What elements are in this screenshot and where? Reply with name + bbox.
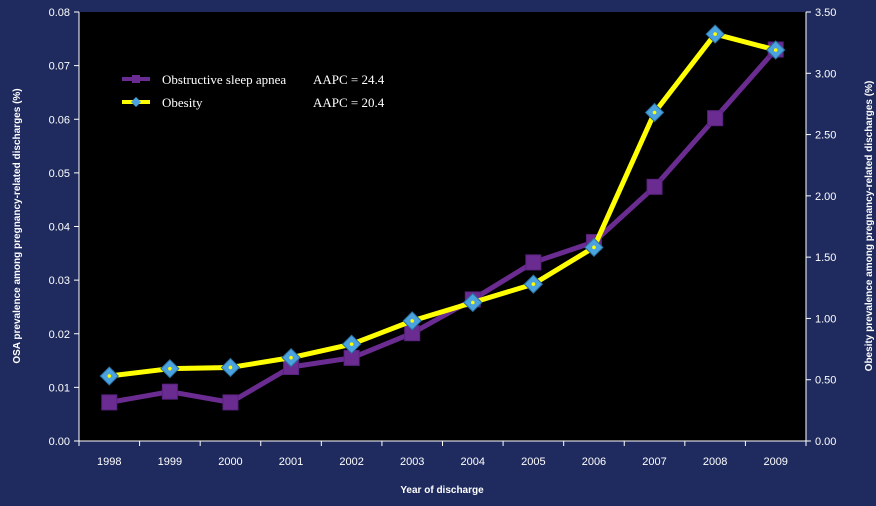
- data-point-center: [349, 342, 354, 346]
- data-point-center: [713, 32, 717, 36]
- y-right-tick-label: 0.50: [815, 375, 836, 387]
- data-point-center: [228, 365, 233, 370]
- series-layer: [99, 24, 786, 411]
- x-tick-label: 1999: [158, 456, 182, 468]
- x-tick-label: 2007: [642, 456, 666, 468]
- y-axis-right-title: Obesity prevalence among pregnancy-relat…: [864, 81, 875, 372]
- data-point: [525, 254, 542, 271]
- y-right-tick-label: 3.00: [815, 68, 836, 80]
- data-point: [101, 394, 118, 411]
- x-tick-label: 2001: [279, 456, 303, 468]
- data-point-center: [531, 282, 536, 286]
- data-point: [161, 383, 178, 400]
- legend-obesity-label: Obesity: [162, 95, 203, 110]
- y-left-tick-label: 0.08: [49, 7, 70, 19]
- data-point-center: [773, 48, 778, 52]
- x-tick-label: 2004: [461, 456, 485, 468]
- y-right-tick-label: 1.00: [815, 313, 836, 325]
- legend-obesity-aapc: AAPC = 20.4: [313, 95, 385, 110]
- legend-osa-marker: [132, 75, 140, 83]
- data-point-center: [168, 366, 172, 371]
- x-tick-label: 2006: [582, 456, 606, 468]
- y-left-tick-label: 0.03: [49, 275, 70, 287]
- y-left-tick-label: 0.00: [49, 436, 70, 448]
- legend-obesity-marker: [131, 97, 141, 107]
- y-right-tick-label: 1.50: [815, 252, 836, 264]
- data-point-center: [107, 374, 112, 378]
- y-left-tick-label: 0.01: [49, 382, 70, 394]
- x-tick-label: 2005: [521, 456, 545, 468]
- y-right-tick-label: 3.50: [815, 7, 836, 19]
- series-line: [108, 31, 777, 379]
- series-obesity: [99, 24, 786, 386]
- y-right-tick-label: 0.00: [815, 436, 836, 448]
- legend-osa-label: Obstructive sleep apnea: [162, 72, 286, 87]
- data-point-center: [289, 355, 293, 360]
- x-tick-label: 2009: [763, 456, 787, 468]
- data-point-center: [470, 300, 475, 305]
- y-left-tick-label: 0.07: [49, 61, 70, 73]
- x-tick-label: 2002: [339, 456, 363, 468]
- data-point-center: [652, 110, 657, 115]
- legend: Obstructive sleep apnea AAPC = 24.4 Obes…: [122, 72, 385, 110]
- x-tick-label: 2000: [218, 456, 242, 468]
- legend-osa-aapc: AAPC = 24.4: [313, 72, 385, 87]
- y-left-tick-label: 0.04: [49, 222, 70, 234]
- x-tick-label: 2003: [400, 456, 424, 468]
- y-left-tick-label: 0.02: [49, 329, 70, 341]
- data-point: [646, 178, 663, 195]
- x-axis-title: Year of discharge: [400, 485, 484, 496]
- y-left-tick-label: 0.06: [49, 114, 70, 126]
- y-axis-left-title: OSA prevalence among pregnancy-related d…: [12, 88, 23, 363]
- data-point-center: [592, 245, 596, 250]
- y-left-tick-label: 0.05: [49, 168, 70, 180]
- axes: 0.00 0.01 0.02 0.03 0.04 0.05 0.06 0.07 0.08 0.00…: [49, 7, 837, 468]
- y-right-tick-label: 2.50: [815, 130, 836, 142]
- x-tick-label: 2008: [703, 456, 727, 468]
- series-line: [108, 47, 778, 405]
- y-right-tick-label: 2.00: [815, 191, 836, 203]
- data-point: [707, 110, 724, 127]
- data-point-center: [410, 319, 415, 323]
- x-tick-label: 1998: [97, 456, 121, 468]
- data-point: [222, 394, 239, 411]
